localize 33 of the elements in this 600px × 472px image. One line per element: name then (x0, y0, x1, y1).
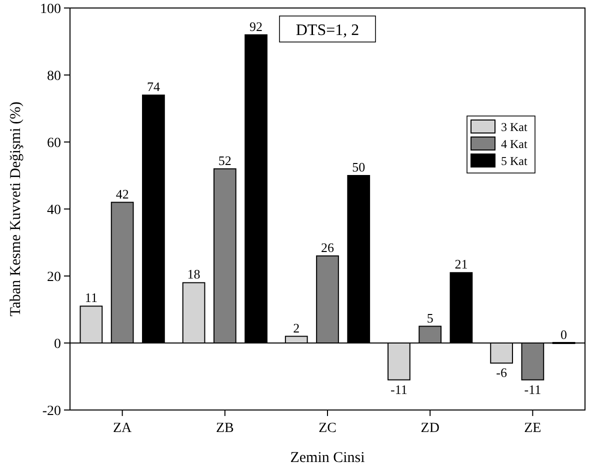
y-tick-label: 100 (40, 2, 61, 17)
data-label: 2 (293, 320, 300, 336)
data-label: 52 (218, 152, 232, 168)
data-label: 5 (426, 310, 434, 326)
y-tick-label: 0 (54, 336, 61, 352)
y-tick-label: 20 (47, 270, 61, 285)
x-tick-label: ZE (524, 421, 542, 436)
legend-label: 4 Kat (501, 137, 528, 151)
y-tick-label: -20 (42, 404, 61, 419)
x-tick-label: ZA (112, 421, 133, 436)
data-label: 18 (187, 266, 200, 282)
data-label: 92 (250, 18, 263, 34)
y-tick-label: 80 (47, 68, 61, 84)
data-label: 42 (116, 186, 129, 202)
data-label: 11 (84, 290, 98, 306)
y-tick-label: 40 (47, 202, 61, 218)
data-label: -11 (524, 382, 542, 397)
x-tick-label: ZB (216, 421, 234, 436)
data-label: 0 (560, 327, 568, 342)
y-axis-title: Taban Kesme Kuvveti Değişmi (%) (8, 102, 24, 316)
x-tick-label: ZC (318, 421, 336, 436)
data-label: 50 (352, 160, 366, 174)
data-label: -11 (390, 382, 408, 397)
data-label: -6 (496, 365, 508, 380)
data-label: 21 (454, 256, 468, 272)
x-axis-title: Zemin Cinsi (290, 450, 365, 466)
data-label: 26 (321, 240, 334, 255)
x-tick-label: ZD (420, 421, 440, 436)
data-label: 74 (146, 79, 160, 94)
legend-label: 5 Kat (501, 154, 528, 168)
y-tick-label: 60 (47, 136, 61, 151)
legend-label: 3 Kat (501, 120, 528, 134)
annotation: DTS=1, 2 (296, 22, 360, 39)
